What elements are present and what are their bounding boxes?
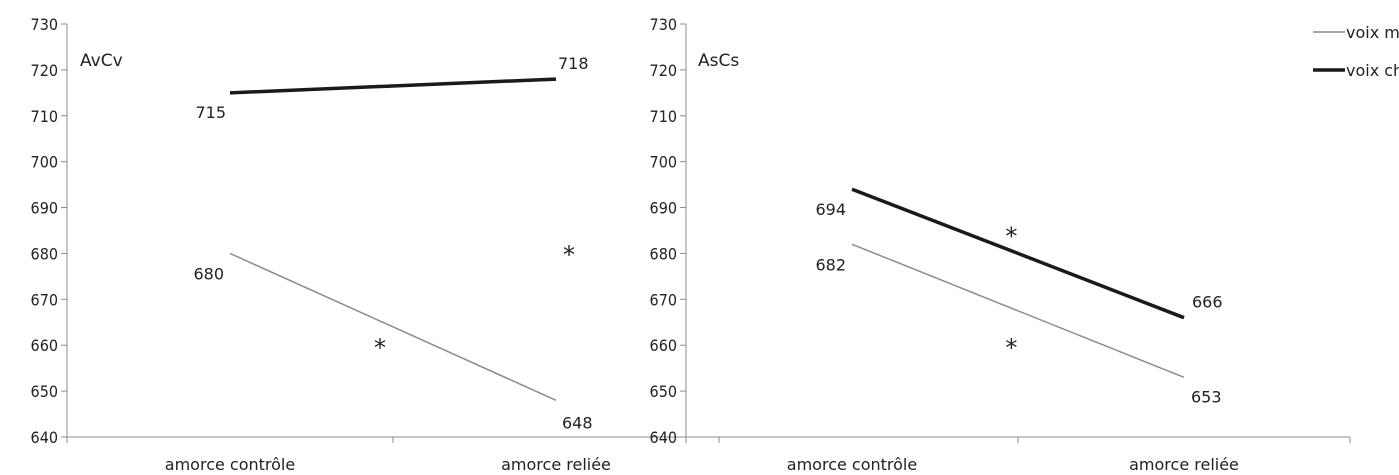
data-label: 648	[562, 413, 593, 432]
y-tick-label: 660	[650, 336, 677, 355]
series-line-voix-modale	[851, 243, 1185, 379]
legend: voix modale voix chuchotée	[1313, 23, 1399, 80]
data-label: 718	[558, 54, 589, 73]
legend-label: voix chuchotée	[1346, 61, 1399, 80]
data-label: 680	[193, 264, 224, 283]
data-label: 666	[1192, 293, 1223, 312]
chart-panel-ascs: 640 650 660 670 680 690 700 710 720 730 amorce con…	[650, 15, 1351, 474]
y-tick-label: 650	[650, 382, 677, 401]
y-tick-label: 640	[31, 428, 58, 447]
y-tick-label: 730	[650, 15, 677, 34]
y-tick-label: 700	[31, 153, 58, 172]
significance-star: *	[374, 334, 386, 362]
data-label: 715	[195, 103, 226, 122]
y-tick-label: 660	[31, 336, 58, 355]
x-category-label: amorce contrôle	[787, 455, 917, 474]
y-tick-label: 710	[650, 107, 677, 126]
y-tick-label: 670	[31, 290, 58, 309]
series-line-voix-modale	[229, 252, 557, 401]
x-category-label: amorce reliée	[501, 455, 611, 474]
significance-star: *	[1005, 334, 1017, 362]
data-label: 653	[1191, 387, 1222, 406]
y-tick-label: 720	[650, 61, 677, 80]
legend-label: voix modale	[1346, 23, 1399, 42]
significance-star: *	[563, 241, 575, 269]
y-tick-label: 720	[31, 61, 58, 80]
series-line-voix-chuchotee	[229, 77, 557, 95]
y-tick-label: 730	[31, 15, 58, 34]
y-tick-label: 670	[650, 290, 677, 309]
panel-title: AvCv	[80, 51, 123, 71]
y-tick-label: 710	[31, 107, 58, 126]
y-tick-label: 700	[650, 153, 677, 172]
chart-panel-avcv: 640 650 660 670 680 690 700 710 720 730 amorce con…	[31, 15, 720, 474]
series-line-voix-chuchotee	[851, 187, 1185, 320]
y-tick-label: 640	[650, 428, 677, 447]
panel-title: AsCs	[698, 51, 739, 71]
y-tick-label: 680	[31, 244, 58, 263]
data-label: 694	[815, 200, 846, 219]
x-category-label: amorce contrôle	[165, 455, 295, 474]
data-label: 682	[815, 255, 846, 274]
significance-star: *	[1005, 222, 1017, 250]
y-tick-label: 690	[650, 199, 677, 218]
y-tick-label: 680	[650, 244, 677, 263]
x-category-label: amorce reliée	[1129, 455, 1239, 474]
y-tick-label: 650	[31, 382, 58, 401]
y-tick-label: 690	[31, 199, 58, 218]
